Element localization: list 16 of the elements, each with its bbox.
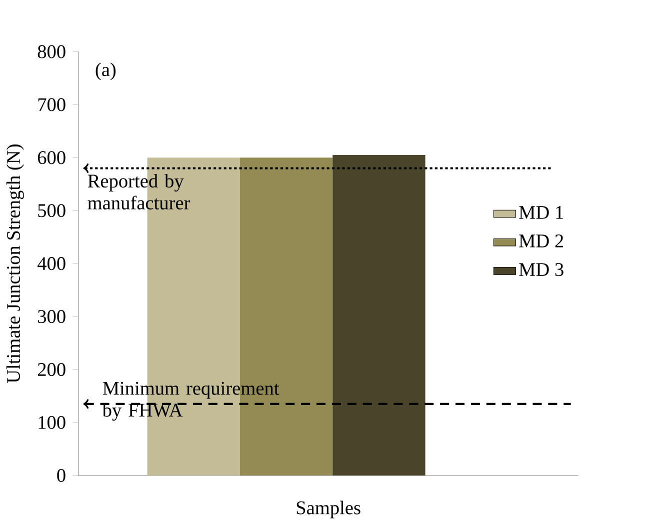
y-axis-title: Ultimate Junction Strength (N) <box>6 144 24 384</box>
y-tick-label: 400 <box>38 257 66 270</box>
y-tick-label: 200 <box>38 363 66 376</box>
legend-label: MD 3 <box>519 263 564 276</box>
x-axis-title: Samples <box>296 500 360 518</box>
y-tick-label: 0 <box>57 469 66 482</box>
annotation: (a) <box>96 62 116 80</box>
ref-line-label: Reported by manufacturer <box>88 174 190 210</box>
legend-label: MD 2 <box>519 234 564 248</box>
y-tick-label: 500 <box>38 204 66 218</box>
y-tick-label: 700 <box>38 98 66 112</box>
y-tick-label: 600 <box>38 151 66 164</box>
y-tick-label: 100 <box>38 416 66 430</box>
legend-label: MD 1 <box>519 206 563 219</box>
y-tick-label: 300 <box>38 310 66 324</box>
y-tick-label: 800 <box>38 45 66 58</box>
